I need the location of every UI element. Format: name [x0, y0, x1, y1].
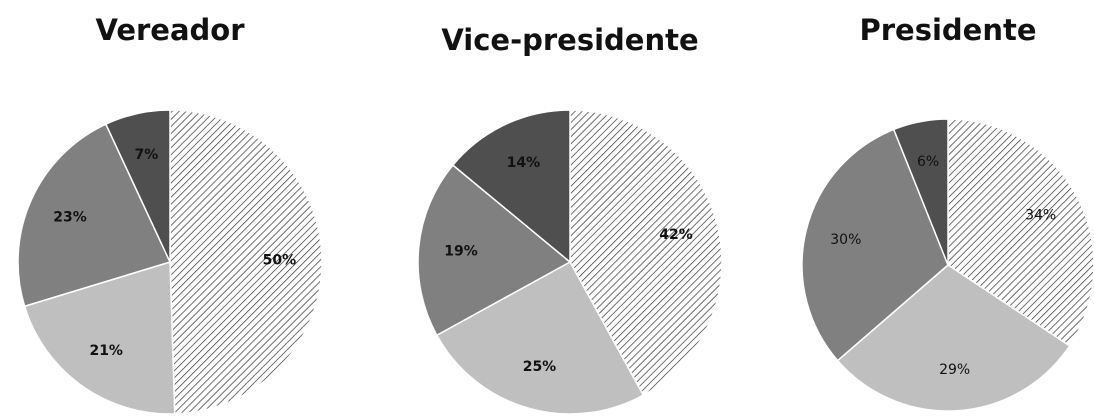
pie-chart: Vereador 50% 21% 23% 7% [17, 13, 323, 415]
pie-chart: Presidente 34% 29% 30% 6% [801, 13, 1094, 412]
slice-label: 7% [134, 147, 158, 163]
slice-label: 50% [263, 252, 297, 268]
pie-slice [435, 260, 645, 415]
slice-label: 42% [659, 227, 693, 243]
slice-label: 19% [444, 244, 478, 260]
chart-title: Vereador [95, 13, 245, 47]
slice-label: 30% [830, 232, 861, 248]
pie-slice [892, 118, 949, 266]
slice-label: 23% [53, 209, 87, 225]
slice-label: 34% [1025, 207, 1056, 223]
chart-title: Vice-presidente [441, 23, 698, 57]
pie-slice [801, 128, 949, 362]
chart-title: Presidente [859, 13, 1036, 47]
pie-slice [451, 109, 571, 264]
pie-slice [17, 123, 172, 308]
slice-label: 29% [939, 362, 970, 378]
pie-slice [169, 109, 323, 415]
pie-slice [104, 109, 171, 263]
slice-label: 21% [89, 343, 123, 359]
slice-label: 25% [523, 359, 557, 375]
pie-slice [417, 164, 572, 337]
slice-label: 6% [917, 154, 939, 170]
pie-chart: Vice-presidente 42% 25% 19% 14% [417, 23, 723, 415]
pie-slice [836, 264, 1071, 412]
slice-label: 14% [507, 155, 541, 171]
pie-slice [23, 260, 176, 415]
pie-slice [569, 109, 723, 397]
